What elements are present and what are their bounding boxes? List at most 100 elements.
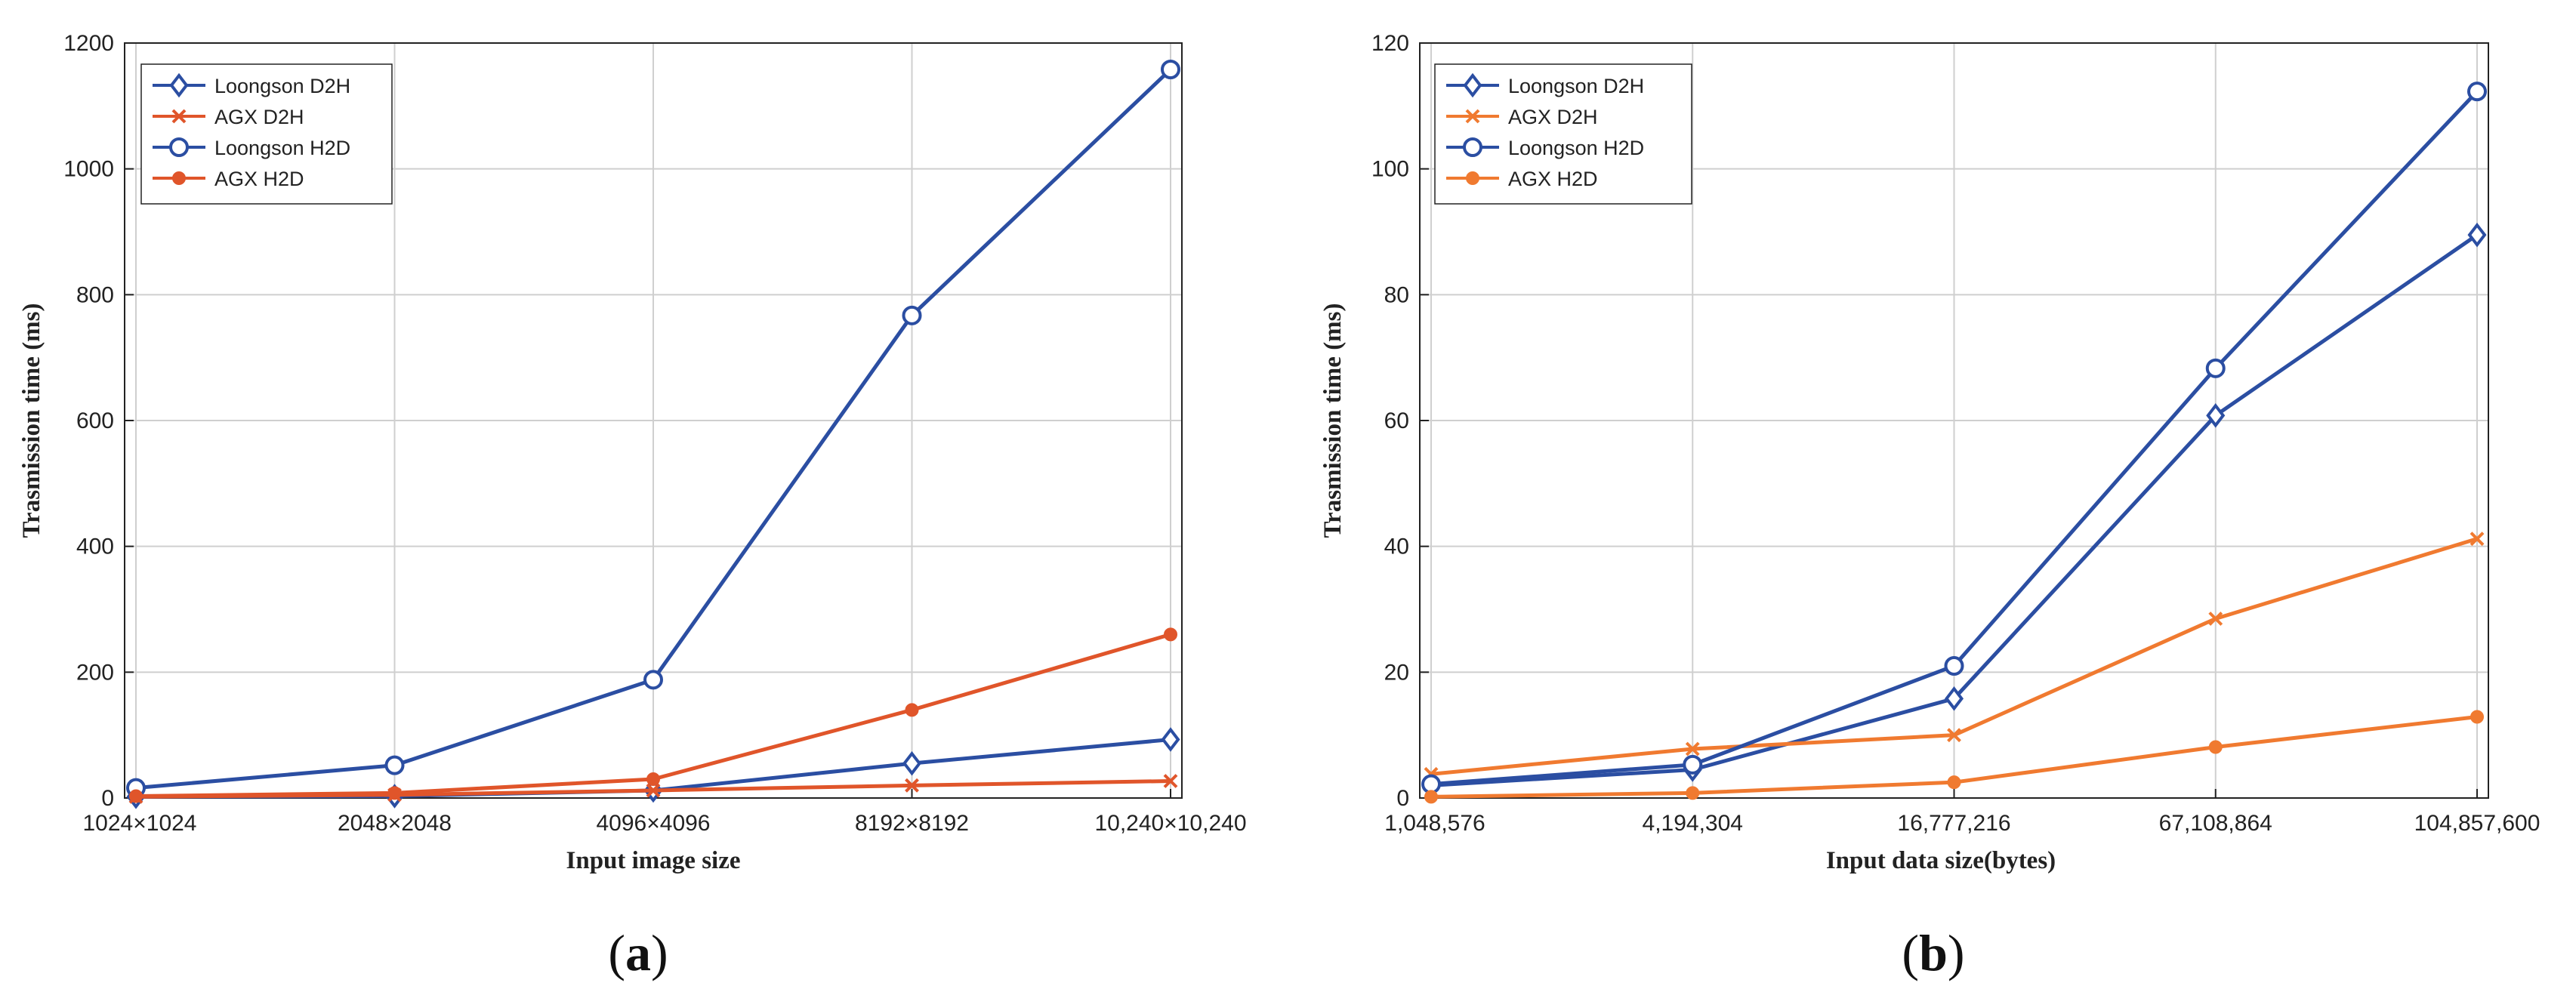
chart-b-data-point — [1686, 786, 1700, 800]
chart-b-panel-label: (b) — [1902, 924, 1964, 981]
chart-a-legend-marker — [172, 171, 186, 185]
chart-a-series-3 — [129, 627, 1177, 803]
chart-b-legend-marker — [1466, 171, 1479, 185]
chart-b-data-point — [1944, 656, 1964, 676]
chart-b-series-3 — [1424, 710, 2484, 804]
chart-a-data-point — [905, 778, 919, 793]
chart-b-y-tick-label: 80 — [1384, 282, 1409, 307]
chart-b-x-tick-label: 67,108,864 — [2159, 811, 2272, 836]
chart-b-legend-marker — [1465, 109, 1480, 124]
chart-a-data-point — [1161, 60, 1180, 79]
chart-a-data-point — [902, 305, 922, 325]
chart-a-x-tick-label: 8192×8192 — [855, 811, 969, 836]
chart-b-data-point — [1424, 790, 1438, 804]
chart-b-data-point — [2205, 358, 2226, 378]
chart-b-x-tick-label: 104,857,600 — [2414, 811, 2541, 836]
chart-b-y-tick-label: 40 — [1384, 535, 1409, 559]
chart-a-panel-label: (a) — [608, 924, 668, 981]
chart-a-data-point — [905, 703, 919, 717]
chart-a-x-tick-label: 10,240×10,240 — [1094, 811, 1246, 836]
chart-b-legend-marker — [1463, 72, 1482, 98]
chart-b-legend-entry: Loongson H2D — [1446, 137, 1644, 159]
chart-b-y-ticks: 0 20 40 60 80 100 120 — [1371, 31, 1429, 811]
chart-a-legend-entry: AGX H2D — [153, 168, 304, 190]
chart-b-legend-marker — [1463, 137, 1482, 157]
chart-b-legend-label: Loongson D2H — [1508, 75, 1644, 97]
chart-b-x-tick-label: 4,194,304 — [1643, 811, 1743, 836]
chart-a-x-tick-label: 2048×2048 — [338, 811, 452, 836]
chart-b-data-point — [1947, 775, 1961, 790]
chart-b-series-1 — [1424, 532, 2485, 781]
chart-a-x-tick-label: 4096×4096 — [597, 811, 711, 836]
chart-b-series — [1421, 82, 2487, 804]
chart-b-panel-label-open: ( — [1902, 924, 1919, 981]
chart-b-legend-entry: AGX H2D — [1446, 168, 1598, 190]
chart-b-data-point — [1683, 754, 1703, 775]
chart-a-y-tick-label: 400 — [76, 535, 114, 559]
chart-a-legend-label: AGX H2D — [214, 168, 304, 190]
chart-b-y-tick-label: 100 — [1371, 157, 1409, 182]
chart-b-y-tick-label: 20 — [1384, 660, 1409, 685]
chart-a-data-point — [384, 755, 405, 775]
chart-a-x-axis-title: Input image size — [566, 847, 741, 874]
chart-a-legend-label: AGX D2H — [214, 106, 304, 128]
chart-b-data-point — [1947, 728, 1961, 743]
chart-a-data-point — [1163, 774, 1178, 788]
chart-a-x-tick-label: 1024×1024 — [83, 811, 197, 836]
chart-a-y-tick-label: 1000 — [63, 157, 114, 182]
chart-a-y-axis-title: Trasmission time (ms) — [18, 303, 45, 538]
chart-a-legend-marker — [169, 137, 189, 157]
chart-b: 0 20 40 60 80 100 120 1,048,576 4,194,304 16,777… — [1319, 31, 2540, 981]
chart-a-data-point — [387, 786, 402, 800]
chart-b-y-axis-title: Trasmission time (ms) — [1319, 303, 1347, 538]
chart-b-x-axis-title: Input data size(bytes) — [1826, 847, 2056, 874]
chart-b-panel-label-close: ) — [1948, 924, 1965, 981]
chart-a-legend-label: Loongson D2H — [214, 75, 350, 97]
chart-a: 0 200 400 600 800 1000 1200 1024×1024 2048×2048… — [18, 31, 1247, 981]
chart-b-y-tick-label: 60 — [1384, 408, 1409, 433]
chart-b-series-2 — [1421, 82, 2487, 794]
chart-a-data-point — [643, 670, 663, 690]
chart-a-data-point — [646, 772, 660, 786]
chart-b-data-point — [2470, 532, 2485, 547]
chart-b-legend: Loongson D2H AGX D2H Loongson H2D AGX H2D — [1434, 63, 1692, 205]
chart-a-legend-label: Loongson H2D — [214, 137, 350, 159]
chart-a-legend: Loongson D2H AGX D2H Loongson H2D AGX H2D — [140, 63, 393, 205]
chart-a-legend-entry: AGX D2H — [153, 106, 304, 128]
chart-a-legend-entry: Loongson H2D — [153, 137, 350, 159]
chart-a-data-point — [129, 789, 143, 803]
chart-b-data-point — [2206, 403, 2226, 428]
chart-a-data-point — [902, 750, 922, 776]
chart-b-legend-label: Loongson H2D — [1508, 137, 1644, 159]
chart-a-y-tick-label: 800 — [76, 282, 114, 307]
chart-b-legend-label: AGX H2D — [1508, 168, 1598, 190]
chart-b-legend-label: AGX D2H — [1508, 106, 1598, 128]
chart-a-y-tick-label: 600 — [76, 408, 114, 433]
chart-a-panel-label-open: ( — [608, 924, 625, 981]
chart-b-y-tick-label: 0 — [1396, 786, 1409, 811]
chart-a-panel-label-close: ) — [651, 924, 668, 981]
chart-b-x-tick-label: 16,777,216 — [1897, 811, 2010, 836]
chart-b-legend-entry: AGX D2H — [1446, 106, 1598, 128]
chart-a-y-tick-label: 0 — [101, 786, 114, 811]
chart-a-legend-marker — [171, 109, 187, 124]
chart-a-data-point — [646, 783, 661, 798]
chart-a-y-tick-label: 1200 — [63, 31, 114, 56]
chart-b-data-point — [1944, 686, 1964, 711]
chart-a-series — [126, 60, 1180, 809]
chart-b-data-point — [1685, 741, 1700, 756]
chart-b-data-point — [2208, 740, 2223, 754]
chart-a-y-ticks: 0 200 400 600 800 1000 1200 — [63, 31, 134, 811]
chart-b-y-tick-label: 120 — [1371, 31, 1409, 56]
chart-b-x-tick-label: 1,048,576 — [1384, 811, 1485, 836]
chart-a-data-point — [1161, 727, 1180, 752]
chart-b-data-point — [2208, 612, 2223, 626]
chart-b-data-point — [2467, 82, 2487, 102]
chart-b-data-point — [2470, 710, 2484, 724]
chart-a-x-ticks: 1024×1024 2048×2048 4096×4096 8192×8192 10,2… — [83, 789, 1247, 836]
chart-b-x-ticks: 1,048,576 4,194,304 16,777,216 67,108,864 10… — [1384, 789, 2540, 836]
chart-a-panel-label-letter: a — [625, 924, 651, 981]
chart-b-legend-entry: Loongson D2H — [1446, 72, 1644, 98]
chart-a-legend-entry: Loongson D2H — [153, 72, 350, 98]
